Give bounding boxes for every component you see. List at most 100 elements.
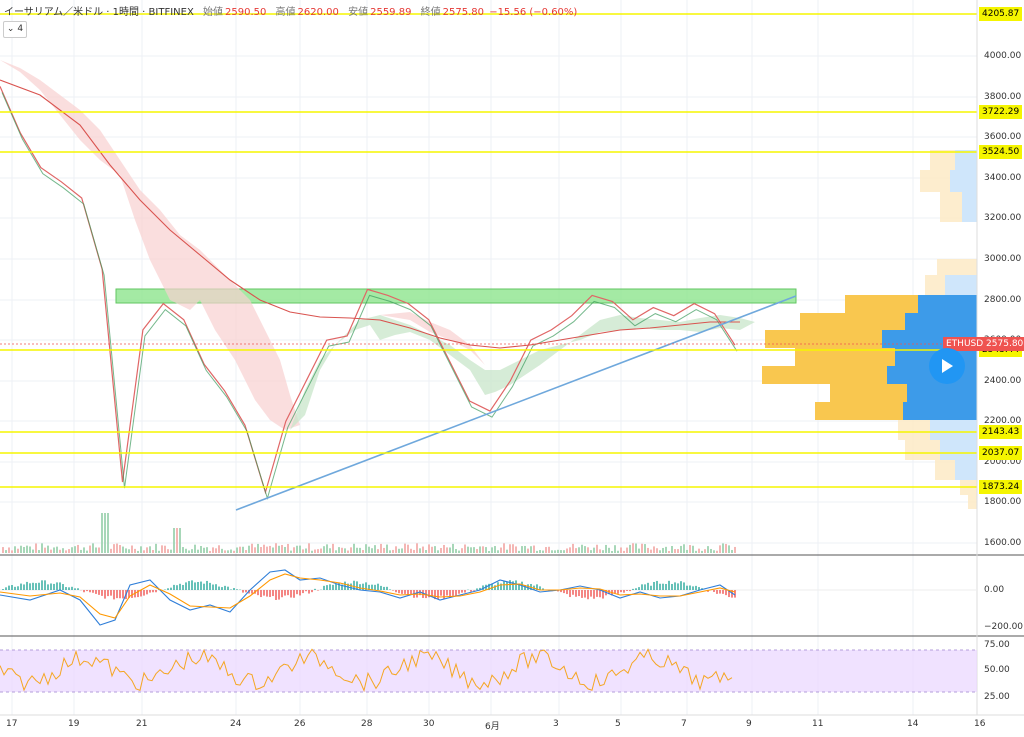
volume-bar [551, 550, 553, 553]
volume-bar [347, 551, 349, 553]
macd-histogram-bar [173, 585, 175, 590]
play-button[interactable] [929, 348, 965, 384]
price-tag-value: 2575.80 [983, 339, 1023, 349]
macd-histogram-bar [11, 585, 13, 590]
symbol-title[interactable]: イーサリアム／米ドル · 1時間 · BITFINEX [4, 7, 194, 18]
indicator-toggle[interactable]: ⌄ 4 [3, 21, 27, 38]
volume-bar [98, 547, 100, 553]
volume-bar [290, 551, 292, 553]
volume-bar [116, 544, 118, 553]
volume-bar [515, 546, 517, 553]
volume-bar [323, 546, 325, 553]
macd-histogram-bar [110, 590, 112, 596]
macd-histogram-bar [635, 588, 637, 590]
volume-bar [50, 550, 52, 553]
macd-histogram-bar [47, 584, 49, 590]
open-label: 始値 [203, 7, 223, 18]
macd-histogram-bar [308, 590, 310, 594]
volume-bar [299, 546, 301, 553]
volume-bar [503, 543, 505, 553]
volume-bar [170, 550, 172, 553]
volume-bar [566, 549, 568, 553]
macd-histogram-bar [236, 589, 238, 590]
volume-bar [719, 545, 721, 553]
volume-bar [587, 547, 589, 553]
macd-histogram-bar [26, 582, 28, 590]
macd-histogram-bar [92, 590, 94, 593]
volume-bar [227, 550, 229, 553]
volume-bar [443, 545, 445, 553]
volume-bar [362, 550, 364, 553]
macd-histogram-bar [5, 587, 7, 590]
volume-bar [356, 548, 358, 553]
volume-bar [2, 547, 4, 553]
volume-bar [560, 550, 562, 553]
volume-bar [626, 548, 628, 553]
volume-bar [557, 550, 559, 553]
volume-bar [368, 547, 370, 553]
macd-histogram-bar [281, 590, 283, 597]
volume-bar [689, 545, 691, 553]
volume-bar [491, 547, 493, 553]
macd-histogram-bar [446, 590, 448, 595]
volume-bar [185, 549, 187, 553]
macd-histogram-bar [179, 584, 181, 590]
macd-histogram-bar [140, 590, 142, 596]
macd-histogram-bar [113, 590, 115, 599]
volume-bar [467, 547, 469, 553]
macd-histogram-bar [473, 590, 475, 591]
macd-histogram-bar [167, 588, 169, 590]
macd-pane[interactable] [0, 570, 977, 625]
level-label: 3722.29 [979, 105, 1022, 119]
rsi-tick-label: 50.00 [981, 663, 1013, 677]
macd-histogram-bar [401, 590, 403, 594]
volume-bar [698, 549, 700, 553]
volume-bar [140, 546, 142, 553]
volume-bar [311, 551, 313, 553]
volume-bar [122, 547, 124, 553]
macd-histogram-bar [359, 584, 361, 590]
volume-bar [41, 543, 43, 553]
play-icon [940, 358, 954, 374]
moving-average-line [0, 80, 740, 348]
ascending-trendline[interactable] [236, 296, 796, 510]
volume-bar [254, 547, 256, 553]
macd-histogram-bar [146, 590, 148, 594]
volume-bar [536, 551, 538, 553]
volume-bar [518, 551, 520, 553]
macd-histogram-bar [20, 584, 22, 590]
volume-bar [341, 548, 343, 553]
volume-bar [221, 549, 223, 553]
macd-histogram-bar [305, 590, 307, 591]
volume-bar [182, 547, 184, 553]
macd-histogram-bar [101, 590, 103, 596]
level-label: 2143.43 [979, 425, 1022, 439]
volume-bar [710, 549, 712, 553]
macd-histogram-bar [716, 590, 718, 594]
volume-bar [218, 545, 220, 553]
macd-histogram-bar [404, 590, 406, 594]
macd-histogram-bar [686, 586, 688, 590]
macd-histogram-bar [74, 588, 76, 590]
time-tick-label: 30 [423, 719, 434, 729]
volume-bar [134, 549, 136, 553]
volume-bar [26, 546, 28, 553]
volume-bar [242, 547, 244, 553]
volume-bar [725, 544, 727, 553]
rsi-pane[interactable] [0, 649, 977, 692]
volume-bar [608, 548, 610, 553]
volume-bar [665, 547, 667, 553]
macd-histogram-bar [572, 590, 574, 595]
macd-histogram-bar [194, 582, 196, 590]
macd-histogram-bar [458, 590, 460, 594]
volume-bar [590, 550, 592, 553]
macd-histogram-bar [314, 589, 316, 590]
macd-histogram-bar [245, 590, 247, 592]
volume-bar [647, 548, 649, 553]
volume-bar [284, 547, 286, 553]
volume-bar [314, 550, 316, 553]
macd-histogram-bar [77, 588, 79, 590]
macd-histogram-bar [332, 585, 334, 590]
